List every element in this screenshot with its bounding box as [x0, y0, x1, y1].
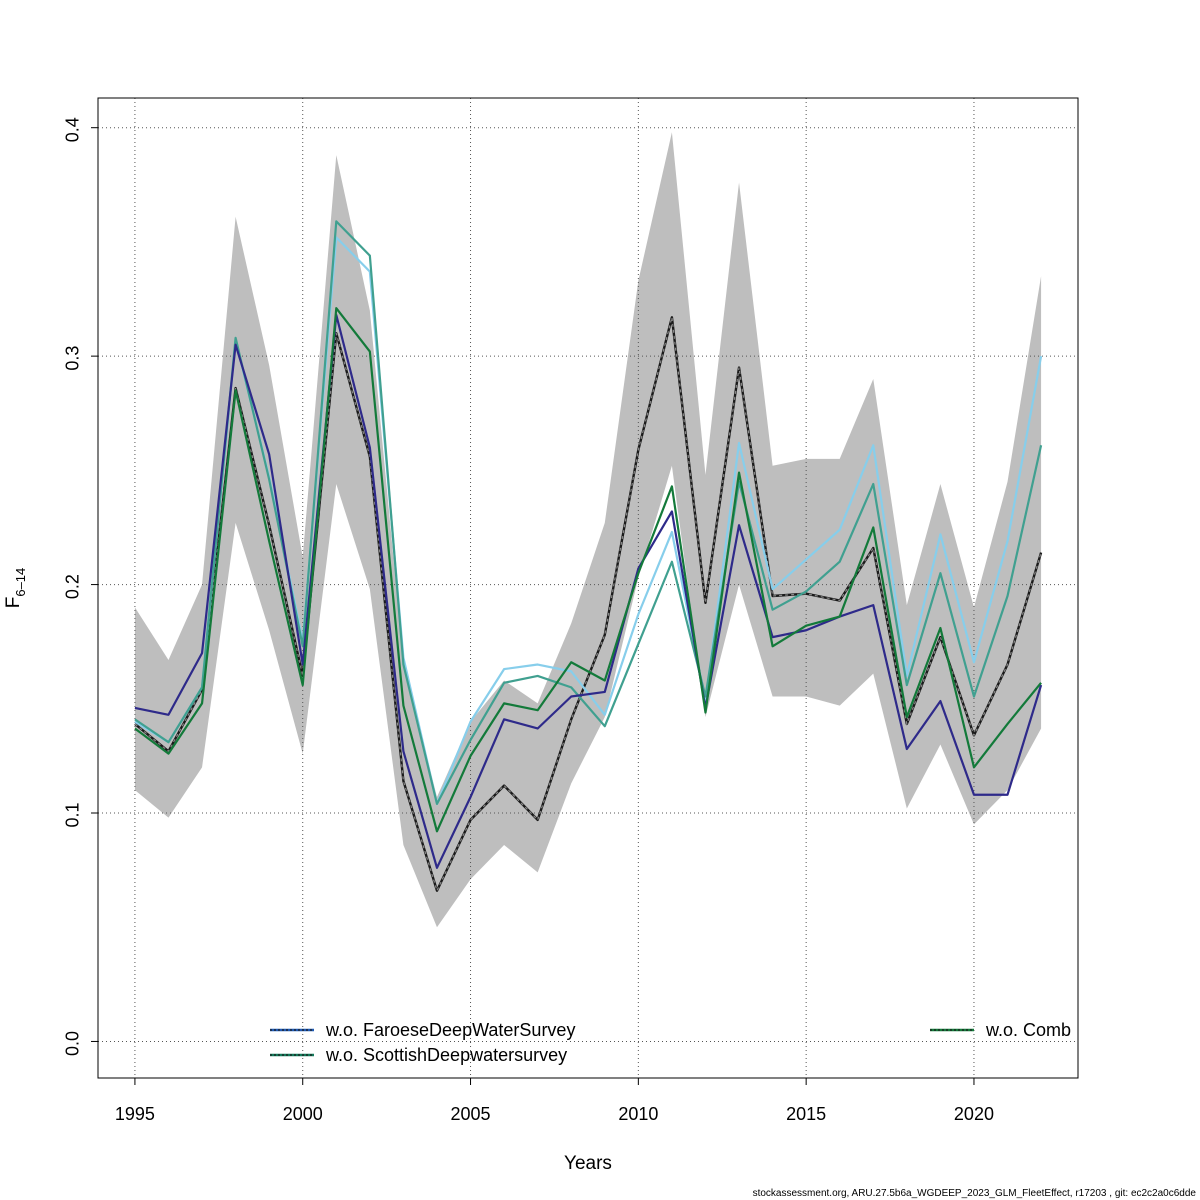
y-tick-label: 0.4 — [63, 117, 83, 142]
x-tick-label: 2005 — [451, 1104, 491, 1124]
x-axis-title: Years — [564, 1153, 612, 1174]
legend-label: w.o. Comb — [985, 1020, 1071, 1040]
y-axis-title: F6–14 — [3, 568, 28, 609]
y-tick-label: 0.2 — [63, 574, 83, 599]
series-line — [134, 313, 1043, 869]
x-tick-label: 2000 — [283, 1104, 323, 1124]
confidence-band — [134, 132, 1042, 928]
footer-source: stockassessment.org, ARU.27.5b6a_WGDEEP_… — [753, 1188, 1197, 1199]
series-lines — [134, 220, 1043, 893]
legend-label: w.o. ScottishDeepwatersurvey — [325, 1045, 567, 1065]
x-tick-label: 2015 — [786, 1104, 826, 1124]
y-axis: 0.0 0.1 0.2 0.3 0.4 — [63, 117, 98, 1056]
legend: w.o. FaroeseDeepWaterSurvey w.o. Scottish… — [270, 1020, 1071, 1065]
y-tick-label: 0.3 — [63, 346, 83, 371]
y-tick-label: 0.1 — [63, 802, 83, 827]
x-axis: 1995 2000 2005 2010 2015 2020 — [115, 1077, 994, 1124]
series-line-reference-dashes — [134, 317, 1042, 893]
x-tick-label: 2020 — [954, 1104, 994, 1124]
y-tick-label: 0.0 — [63, 1031, 83, 1056]
y-axis-title-subscript: 6–14 — [13, 568, 28, 597]
y-axis-title-main: F — [3, 597, 24, 609]
grid — [98, 98, 1078, 1078]
legend-label: w.o. FaroeseDeepWaterSurvey — [325, 1020, 575, 1040]
series-line — [134, 307, 1042, 833]
x-tick-label: 1995 — [115, 1104, 155, 1124]
confidence-band-area — [134, 132, 1042, 928]
x-tick-label: 2010 — [618, 1104, 658, 1124]
